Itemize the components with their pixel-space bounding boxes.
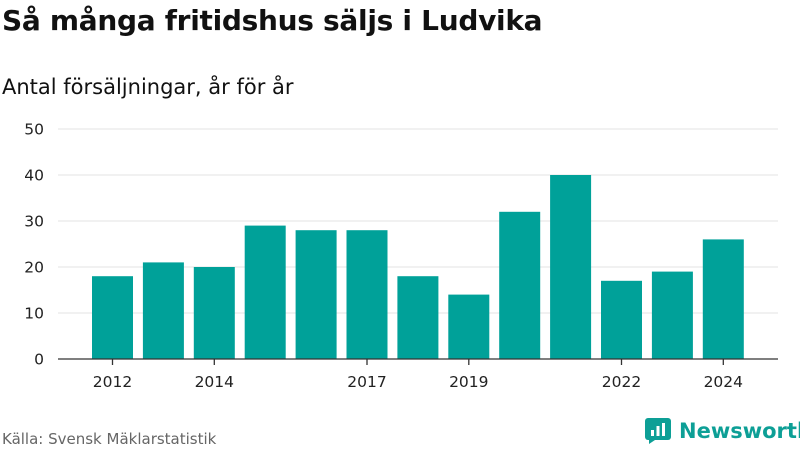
chart-subtitle: Antal försäljningar, år för år (2, 75, 294, 99)
brand-logo[interactable]: Newsworthy (645, 418, 800, 444)
chart-title: Så många fritidshus säljs i Ludvika (2, 4, 543, 37)
y-tick-label: 0 (34, 351, 44, 369)
y-tick-label: 20 (24, 259, 44, 277)
bar-2024 (702, 239, 744, 359)
bar-2019 (448, 294, 490, 359)
bars (92, 175, 744, 359)
y-tick-label: 30 (24, 213, 44, 231)
x-tick-label: 2014 (195, 373, 234, 391)
bar-2020 (499, 211, 541, 359)
bar-2014 (193, 267, 235, 359)
x-tick-label: 2017 (347, 373, 386, 391)
y-tick-label: 40 (24, 167, 44, 185)
bar-2017 (346, 230, 388, 359)
bar-2012 (92, 276, 133, 359)
bar-2022 (601, 280, 642, 359)
bar-2023 (651, 271, 693, 359)
bar-2021 (550, 175, 592, 359)
bar-chart-logo-icon (645, 418, 671, 444)
brand-name: Newsworthy (679, 419, 800, 443)
x-tick-label: 2019 (449, 373, 488, 391)
x-tick-label: 2012 (93, 373, 132, 391)
axes: 0 10 20 30 40 50 2012 2014 2017 2019 2022 2024 (24, 121, 778, 391)
source-note: Källa: Svensk Mäklarstatistik (2, 430, 217, 448)
bar-2013 (142, 262, 184, 359)
x-tick-label: 2022 (602, 373, 641, 391)
y-tick-label: 50 (24, 121, 44, 139)
y-tick-label: 10 (24, 305, 44, 323)
bar-2015 (244, 225, 286, 359)
x-tick-label: 2024 (704, 373, 743, 391)
bar-2016 (295, 230, 337, 359)
bar-2018 (397, 276, 439, 359)
